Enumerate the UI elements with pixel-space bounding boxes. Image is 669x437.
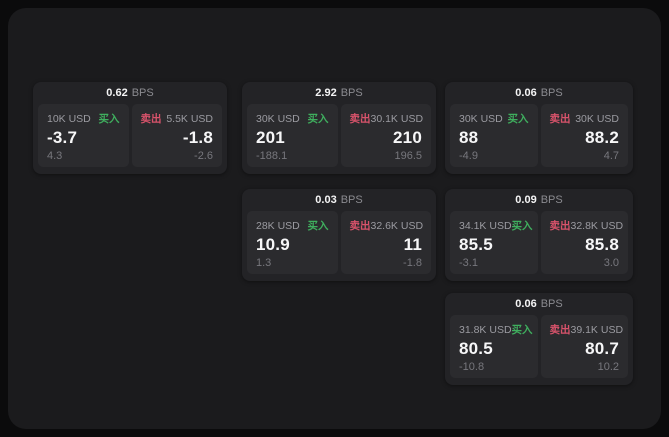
sell-price: 88.2 [585, 128, 619, 147]
quote-panels: 30K USD 买入 88 -4.9 卖出 30K USD 88.2 4.7 [450, 104, 628, 167]
sell-size-label: 5.5K USD [166, 112, 213, 125]
spread-card[interactable]: 0.09 BPS 34.1K USD 买入 85.5 -3.1 卖出 32.8K… [445, 189, 633, 281]
bps-unit-label: BPS [540, 194, 563, 206]
sell-price: 210 [393, 128, 422, 147]
spread-card[interactable]: 0.62 BPS 10K USD 买入 -3.7 4.3 卖出 5.5K USD… [33, 82, 227, 174]
buy-tag: 买入 [507, 113, 529, 125]
bps-unit-label: BPS [131, 87, 154, 99]
sell-size-label: 32.8K USD [570, 219, 624, 232]
buy-tag: 买入 [98, 113, 120, 125]
buy-tag: 买入 [307, 220, 329, 232]
sell-panel[interactable]: 卖出 32.6K USD 11 -1.8 [340, 211, 431, 274]
buy-panel[interactable]: 31.8K USD 买入 80.5 -10.8 [450, 315, 538, 378]
buy-sub-value: -4.9 [459, 150, 478, 162]
buy-sub-value: 1.3 [256, 257, 272, 269]
sell-tag: 卖出 [349, 220, 371, 232]
buy-sub-value: -3.1 [459, 257, 478, 269]
buy-price: 10.9 [256, 235, 290, 254]
card-header: 0.62 BPS [38, 82, 222, 104]
buy-size-label: 31.8K USD [459, 323, 512, 336]
card-header: 0.09 BPS [450, 189, 628, 211]
sell-size-label: 39.1K USD [570, 323, 624, 336]
buy-size-label: 10K USD [47, 112, 91, 125]
sell-price: 11 [403, 235, 422, 254]
sell-size-label: 30K USD [575, 112, 619, 125]
bps-unit-label: BPS [540, 298, 563, 310]
bps-value: 0.06 [515, 298, 537, 310]
quote-panels: 31.8K USD 买入 80.5 -10.8 卖出 39.1K USD 80.… [450, 315, 628, 378]
buy-size-label: 30K USD [256, 112, 300, 125]
buy-size-label: 30K USD [459, 112, 503, 125]
sell-tag: 卖出 [140, 113, 162, 125]
sell-size-label: 30.1K USD [370, 112, 424, 125]
buy-size-label: 28K USD [256, 219, 300, 232]
buy-price: 85.5 [459, 235, 493, 254]
buy-tag: 买入 [511, 220, 533, 232]
buy-price: -3.7 [47, 128, 78, 147]
spread-card[interactable]: 0.03 BPS 28K USD 买入 10.9 1.3 卖出 32.6K US… [242, 189, 436, 281]
sell-panel[interactable]: 卖出 30.1K USD 210 196.5 [340, 104, 431, 167]
buy-price: 88 [459, 128, 479, 147]
sell-tag: 卖出 [349, 113, 371, 125]
bps-value: 0.09 [515, 194, 537, 206]
bps-unit-label: BPS [340, 194, 363, 206]
bps-unit-label: BPS [540, 87, 563, 99]
quote-panels: 10K USD 买入 -3.7 4.3 卖出 5.5K USD -1.8 -2.… [38, 104, 222, 167]
buy-tag: 买入 [307, 113, 329, 125]
card-header: 0.06 BPS [450, 82, 628, 104]
sell-tag: 卖出 [549, 113, 571, 125]
buy-sub-value: 4.3 [47, 150, 63, 162]
sell-tag: 卖出 [549, 324, 571, 336]
buy-panel[interactable]: 10K USD 买入 -3.7 4.3 [38, 104, 129, 167]
buy-price: 80.5 [459, 339, 493, 358]
buy-panel[interactable]: 30K USD 买入 88 -4.9 [450, 104, 538, 167]
buy-panel[interactable]: 28K USD 买入 10.9 1.3 [247, 211, 338, 274]
sell-sub-value: 4.7 [603, 150, 619, 162]
spread-card[interactable]: 0.06 BPS 30K USD 买入 88 -4.9 卖出 30K USD 8… [445, 82, 633, 174]
bps-value: 2.92 [315, 87, 337, 99]
sell-size-label: 32.6K USD [370, 219, 424, 232]
sell-sub-value: -1.8 [403, 257, 422, 269]
sell-tag: 卖出 [549, 220, 571, 232]
sell-panel[interactable]: 卖出 5.5K USD -1.8 -2.6 [131, 104, 222, 167]
sell-panel[interactable]: 卖出 39.1K USD 80.7 10.2 [540, 315, 628, 378]
sell-sub-value: -2.6 [194, 150, 213, 162]
card-header: 0.03 BPS [247, 189, 431, 211]
card-header: 0.06 BPS [450, 293, 628, 315]
sell-panel[interactable]: 卖出 32.8K USD 85.8 3.0 [540, 211, 628, 274]
buy-panel[interactable]: 30K USD 买入 201 -188.1 [247, 104, 338, 167]
spread-card[interactable]: 2.92 BPS 30K USD 买入 201 -188.1 卖出 30.1K … [242, 82, 436, 174]
card-header: 2.92 BPS [247, 82, 431, 104]
bps-value: 0.06 [515, 87, 537, 99]
buy-sub-value: -188.1 [256, 150, 288, 162]
quote-panels: 30K USD 买入 201 -188.1 卖出 30.1K USD 210 1… [247, 104, 431, 167]
buy-panel[interactable]: 34.1K USD 买入 85.5 -3.1 [450, 211, 538, 274]
sell-sub-value: 10.2 [597, 361, 619, 373]
buy-sub-value: -10.8 [459, 361, 485, 373]
sell-sub-value: 196.5 [394, 150, 422, 162]
sell-price: 80.7 [585, 339, 619, 358]
buy-size-label: 34.1K USD [459, 219, 512, 232]
quote-panels: 34.1K USD 买入 85.5 -3.1 卖出 32.8K USD 85.8… [450, 211, 628, 274]
buy-price: 201 [256, 128, 285, 147]
quote-panels: 28K USD 买入 10.9 1.3 卖出 32.6K USD 11 -1.8 [247, 211, 431, 274]
sell-sub-value: 3.0 [603, 257, 619, 269]
bps-value: 0.62 [106, 87, 128, 99]
buy-tag: 买入 [511, 324, 533, 336]
sell-panel[interactable]: 卖出 30K USD 88.2 4.7 [540, 104, 628, 167]
bps-value: 0.03 [315, 194, 337, 206]
bps-unit-label: BPS [340, 87, 363, 99]
sell-price: 85.8 [585, 235, 619, 254]
spread-card[interactable]: 0.06 BPS 31.8K USD 买入 80.5 -10.8 卖出 39.1… [445, 293, 633, 385]
sell-price: -1.8 [182, 128, 213, 147]
